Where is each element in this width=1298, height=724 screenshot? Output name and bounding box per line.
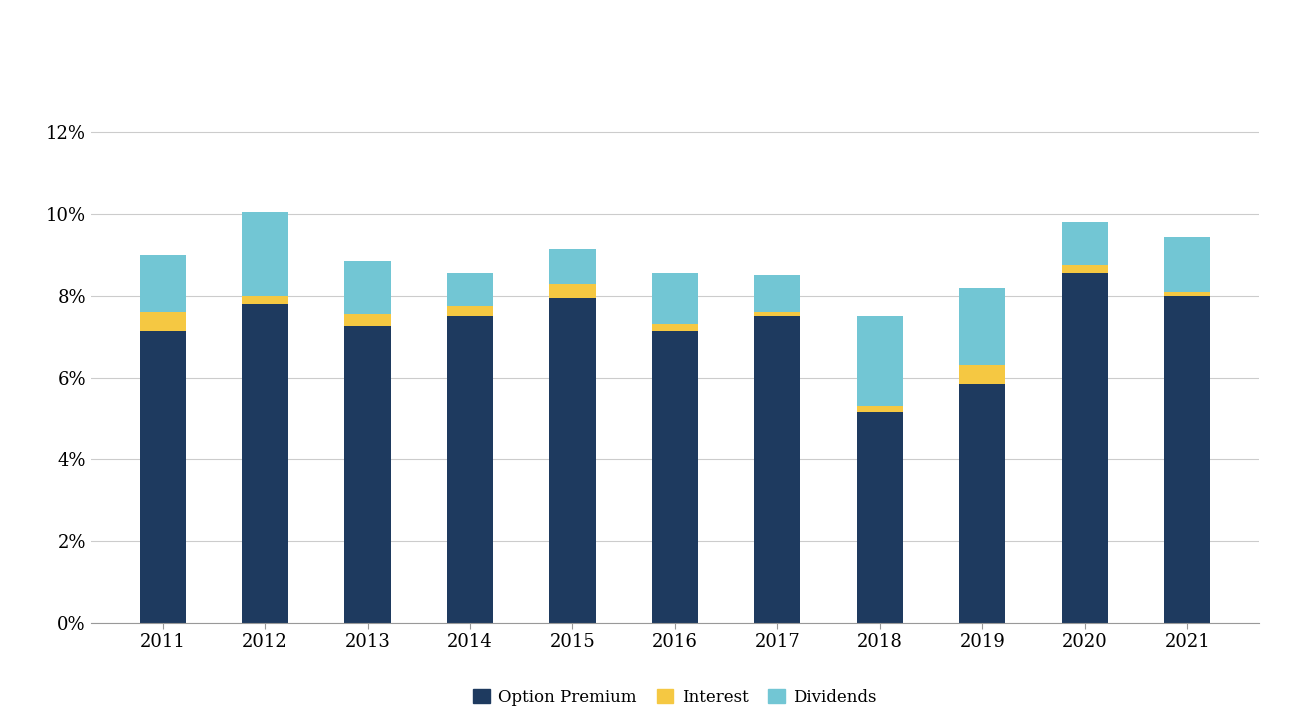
- Bar: [754, 316, 801, 623]
- Bar: [1062, 265, 1108, 274]
- Legend: Option Premium, Interest, Dividends: Option Premium, Interest, Dividends: [466, 683, 884, 713]
- Bar: [857, 316, 903, 406]
- Bar: [857, 406, 903, 412]
- Bar: [1062, 274, 1108, 623]
- Bar: [857, 412, 903, 623]
- Bar: [549, 284, 596, 298]
- Bar: [241, 296, 288, 304]
- Bar: [754, 312, 801, 316]
- Bar: [241, 212, 288, 296]
- Bar: [344, 327, 391, 623]
- Bar: [1062, 222, 1108, 265]
- Bar: [447, 306, 493, 316]
- Bar: [1164, 237, 1210, 292]
- Bar: [447, 316, 493, 623]
- Bar: [140, 312, 186, 331]
- Bar: [754, 275, 801, 312]
- Bar: [959, 365, 1006, 384]
- Bar: [549, 249, 596, 284]
- Bar: [1164, 292, 1210, 296]
- Bar: [344, 314, 391, 327]
- Bar: [549, 298, 596, 623]
- Bar: [652, 331, 698, 623]
- Bar: [1164, 296, 1210, 623]
- Bar: [140, 255, 186, 312]
- Bar: [959, 384, 1006, 623]
- Bar: [959, 287, 1006, 365]
- Bar: [447, 274, 493, 306]
- Bar: [344, 261, 391, 314]
- Bar: [652, 324, 698, 331]
- Bar: [652, 274, 698, 324]
- Bar: [241, 304, 288, 623]
- Bar: [140, 331, 186, 623]
